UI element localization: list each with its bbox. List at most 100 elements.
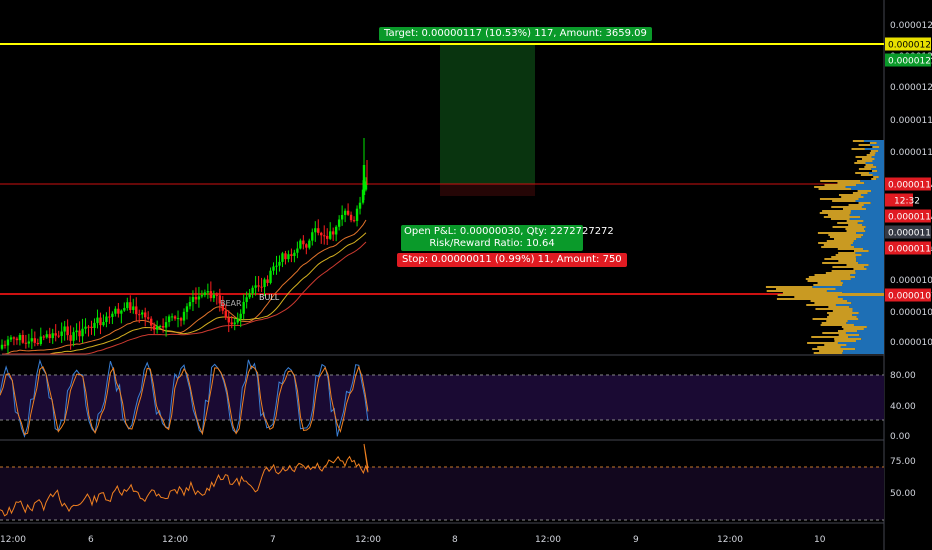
volume-bar — [842, 208, 867, 210]
candle — [334, 225, 338, 242]
volume-bar — [842, 284, 884, 286]
time-axis[interactable]: 12:00 6 12:00 7 12:00 8 12:00 9 12:00 10 — [0, 535, 826, 545]
candle — [185, 303, 189, 320]
candle — [117, 302, 120, 318]
volume-bar — [863, 234, 884, 236]
volume-bar — [856, 232, 884, 234]
volume-bar — [835, 288, 884, 290]
volume-bar — [823, 216, 861, 218]
volume-bar — [812, 318, 859, 320]
candle — [343, 208, 347, 223]
candle — [15, 336, 19, 345]
volume-bar — [865, 230, 884, 232]
open-pnl-label[interactable]: Open P&L: 0.00000030, Qty: 2272727272 Ri… — [401, 225, 614, 251]
volume-bar — [877, 170, 884, 172]
candle — [281, 251, 284, 268]
candle — [144, 307, 147, 327]
open-pnl-text: Open P&L: 0.00000030, Qty: 2272727272 — [404, 226, 614, 237]
volume-bar — [850, 274, 884, 276]
candle — [161, 318, 165, 333]
candle — [352, 216, 356, 223]
price-axis-tick: 0.00001240 — [890, 21, 932, 31]
volume-bar — [863, 140, 884, 142]
volume-bar — [822, 210, 851, 212]
candle — [209, 281, 213, 302]
price-axis-tick: 0.00001040 — [890, 338, 932, 348]
volume-bar — [853, 250, 869, 252]
volume-bar — [849, 218, 884, 220]
volume-bar — [850, 278, 884, 280]
volume-bar — [849, 306, 884, 308]
candle — [182, 308, 186, 325]
candle — [63, 320, 66, 341]
candle — [149, 316, 153, 332]
volume-bar — [856, 238, 884, 240]
candle — [114, 306, 117, 317]
candle — [260, 277, 263, 292]
volume-profile — [765, 140, 884, 354]
volume-bar — [831, 270, 856, 272]
candle — [164, 316, 168, 337]
price-tag — [885, 53, 931, 67]
profit-zone[interactable] — [440, 44, 535, 184]
volume-bar — [848, 336, 884, 338]
candle — [299, 238, 302, 250]
price-axis-tick: 0.00001060 — [890, 308, 932, 318]
candle — [362, 138, 368, 200]
volume-bar — [837, 342, 884, 344]
time-axis-tick: 9 — [633, 535, 639, 545]
volume-bar — [872, 170, 878, 172]
volume-bar — [843, 350, 884, 352]
volume-bar — [854, 246, 884, 248]
volume-bar — [829, 236, 862, 238]
candle — [272, 262, 275, 275]
time-axis-tick: 6 — [88, 535, 94, 545]
candle — [227, 310, 230, 333]
candle — [138, 309, 141, 323]
volume-bar — [866, 154, 875, 156]
volume-bar — [807, 280, 841, 282]
candle — [42, 334, 45, 341]
volume-bar — [855, 272, 884, 274]
target-label[interactable]: Target: 0.00000117 (10.53%) 117, Amount:… — [379, 27, 652, 41]
stop-label[interactable]: Stop: 0.00000011 (0.99%) 11, Amount: 750 — [397, 253, 627, 267]
volume-bar — [835, 254, 862, 256]
candle — [314, 221, 317, 242]
price-tag — [885, 241, 931, 255]
moving-average-3 — [2, 241, 367, 355]
candle — [99, 312, 102, 335]
volume-bar — [850, 244, 884, 246]
volume-bar — [864, 148, 884, 150]
volume-bar — [832, 266, 865, 268]
volume-bar — [830, 218, 850, 220]
volume-bar — [826, 320, 848, 322]
candle — [269, 267, 272, 285]
volume-bar — [824, 344, 847, 346]
volume-bar — [827, 214, 850, 216]
time-axis-tick: 12:00 — [162, 535, 188, 545]
volume-bar — [858, 144, 871, 146]
volume-bar — [818, 188, 851, 190]
volume-bar — [828, 314, 853, 316]
candle — [96, 309, 99, 329]
volume-bar — [846, 344, 884, 346]
volume-bar — [860, 180, 884, 182]
volume-bar — [841, 326, 867, 328]
loss-zone[interactable] — [440, 184, 535, 196]
candle — [188, 296, 192, 310]
volume-bar — [871, 156, 884, 158]
candle — [290, 248, 293, 263]
volume-bar — [838, 334, 860, 336]
volume-bar — [858, 262, 884, 264]
volume-bar — [852, 140, 864, 142]
risk-reward-text: Risk/Reward Ratio: 10.64 — [429, 238, 555, 249]
price-tag-label: 0.00001100 — [888, 245, 932, 255]
candle — [218, 288, 222, 312]
candlestick-series[interactable] — [0, 138, 368, 354]
candle — [340, 205, 344, 226]
candle — [236, 312, 239, 325]
candle — [45, 330, 48, 339]
volume-bar — [864, 266, 884, 268]
